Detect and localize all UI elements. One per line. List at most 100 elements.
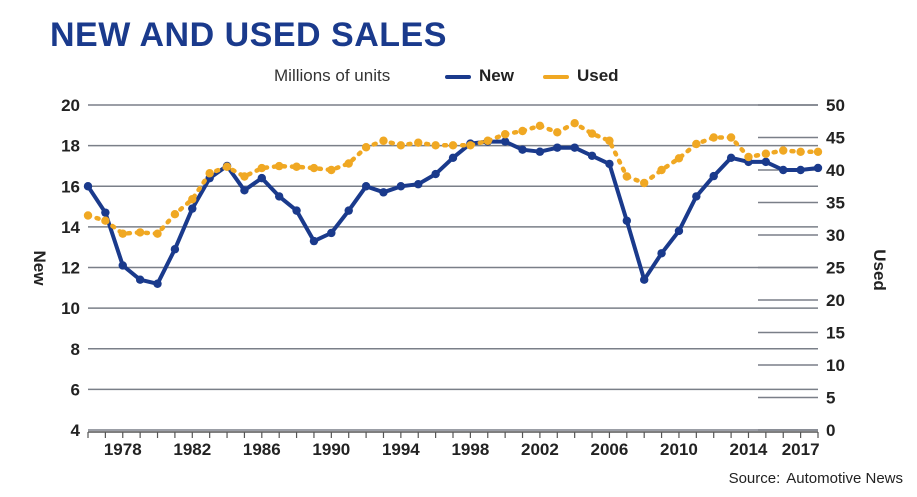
data-point-used xyxy=(396,141,406,150)
legend-label-used: Used xyxy=(577,66,619,85)
left-tick-label: 16 xyxy=(61,177,80,196)
data-point-used xyxy=(639,178,649,188)
legend-swatch-new xyxy=(445,74,471,79)
data-point-new xyxy=(518,145,527,154)
right-tick-label: 25 xyxy=(826,259,845,278)
data-point-new xyxy=(674,226,684,236)
data-point-used xyxy=(483,136,492,145)
data-point-new xyxy=(622,216,632,225)
data-point-used xyxy=(709,133,718,142)
data-point-new xyxy=(587,151,597,160)
data-point-new xyxy=(448,153,458,163)
data-point-new xyxy=(431,169,440,179)
data-point-used xyxy=(240,172,249,181)
data-point-used xyxy=(292,162,301,171)
data-point-used xyxy=(379,136,388,145)
data-point-used xyxy=(466,141,475,150)
data-point-used xyxy=(361,143,371,152)
data-point-new xyxy=(796,165,805,175)
right-tick-label: 35 xyxy=(826,194,845,213)
data-point-used xyxy=(205,169,214,178)
series-line-new xyxy=(86,139,820,286)
left-tick-label: 20 xyxy=(61,96,80,115)
data-point-used xyxy=(674,154,684,163)
data-point-used xyxy=(813,147,823,156)
data-point-new xyxy=(692,192,701,201)
data-point-used xyxy=(135,228,145,237)
data-point-used xyxy=(170,210,180,219)
data-point-used xyxy=(118,229,127,238)
data-point-used xyxy=(327,165,336,175)
data-point-used xyxy=(448,141,458,150)
left-tick-label: 8 xyxy=(71,340,80,359)
data-point-used xyxy=(570,119,579,128)
data-point-new xyxy=(553,143,562,152)
data-point-new xyxy=(570,143,579,152)
data-point-used xyxy=(431,141,440,150)
data-point-used xyxy=(101,216,110,225)
data-point-new xyxy=(292,206,301,215)
data-point-used xyxy=(744,152,753,162)
data-point-new xyxy=(274,192,284,201)
data-point-new xyxy=(344,206,353,215)
right-tick-label: 0 xyxy=(826,421,835,440)
data-point-used xyxy=(622,172,632,181)
data-point-new xyxy=(605,159,614,169)
data-point-new xyxy=(813,163,823,173)
data-point-new xyxy=(118,261,127,270)
data-point-new xyxy=(414,180,423,189)
source-note: Source: Automotive News xyxy=(723,470,903,487)
data-point-new xyxy=(83,182,93,191)
data-point-used xyxy=(309,163,319,173)
left-axis-title: New xyxy=(30,251,49,287)
data-point-new xyxy=(361,182,371,191)
series-group xyxy=(83,119,823,288)
x-tick-label: 1990 xyxy=(312,440,350,459)
data-point-new xyxy=(500,137,510,146)
data-point-new xyxy=(396,182,406,191)
right-tick-label: 15 xyxy=(826,324,845,343)
data-point-used xyxy=(587,129,597,138)
data-point-new xyxy=(170,245,180,254)
x-tick-label: 1978 xyxy=(104,440,142,459)
right-tick-label: 50 xyxy=(826,96,845,115)
data-point-new xyxy=(726,153,736,163)
left-tick-label: 4 xyxy=(71,421,81,440)
data-point-new xyxy=(535,147,545,156)
data-point-new xyxy=(761,157,771,167)
data-point-used xyxy=(796,147,805,156)
data-point-new xyxy=(639,275,649,284)
data-point-used xyxy=(153,229,162,238)
data-point-new xyxy=(135,275,145,284)
data-point-used xyxy=(761,149,771,158)
left-tick-label: 18 xyxy=(61,137,80,156)
right-tick-label: 5 xyxy=(826,389,835,408)
data-point-used xyxy=(518,126,527,136)
right-axis-title: Used xyxy=(870,249,889,291)
x-tick-label: 2006 xyxy=(591,440,629,459)
data-point-used xyxy=(414,138,423,147)
x-tick-label: 2017 xyxy=(782,440,820,459)
right-tick-label: 45 xyxy=(826,129,845,148)
legend-label-new: New xyxy=(479,66,514,85)
data-point-new xyxy=(379,188,388,197)
legend-item-new: New xyxy=(445,66,514,86)
x-tick-label: 1998 xyxy=(451,440,489,459)
data-point-used xyxy=(274,161,284,171)
legend-swatch-used xyxy=(543,74,569,79)
right-tick-label: 30 xyxy=(826,226,845,245)
left-axis-ticks: 4 6 8 10 12 14 16 18 20 xyxy=(61,96,80,440)
data-point-used xyxy=(726,133,736,142)
data-point-new xyxy=(709,171,718,181)
data-point-used xyxy=(257,163,267,173)
data-point-used xyxy=(605,136,614,145)
data-point-new xyxy=(101,208,110,217)
chart-title: NEW AND USED SALES xyxy=(50,16,447,54)
data-point-new xyxy=(240,186,249,195)
data-point-used xyxy=(500,130,510,139)
x-tick-label: 2014 xyxy=(730,440,768,459)
legend-item-used: Used xyxy=(543,66,619,86)
right-tick-label: 40 xyxy=(826,161,845,180)
source-label: Source: xyxy=(728,470,781,487)
